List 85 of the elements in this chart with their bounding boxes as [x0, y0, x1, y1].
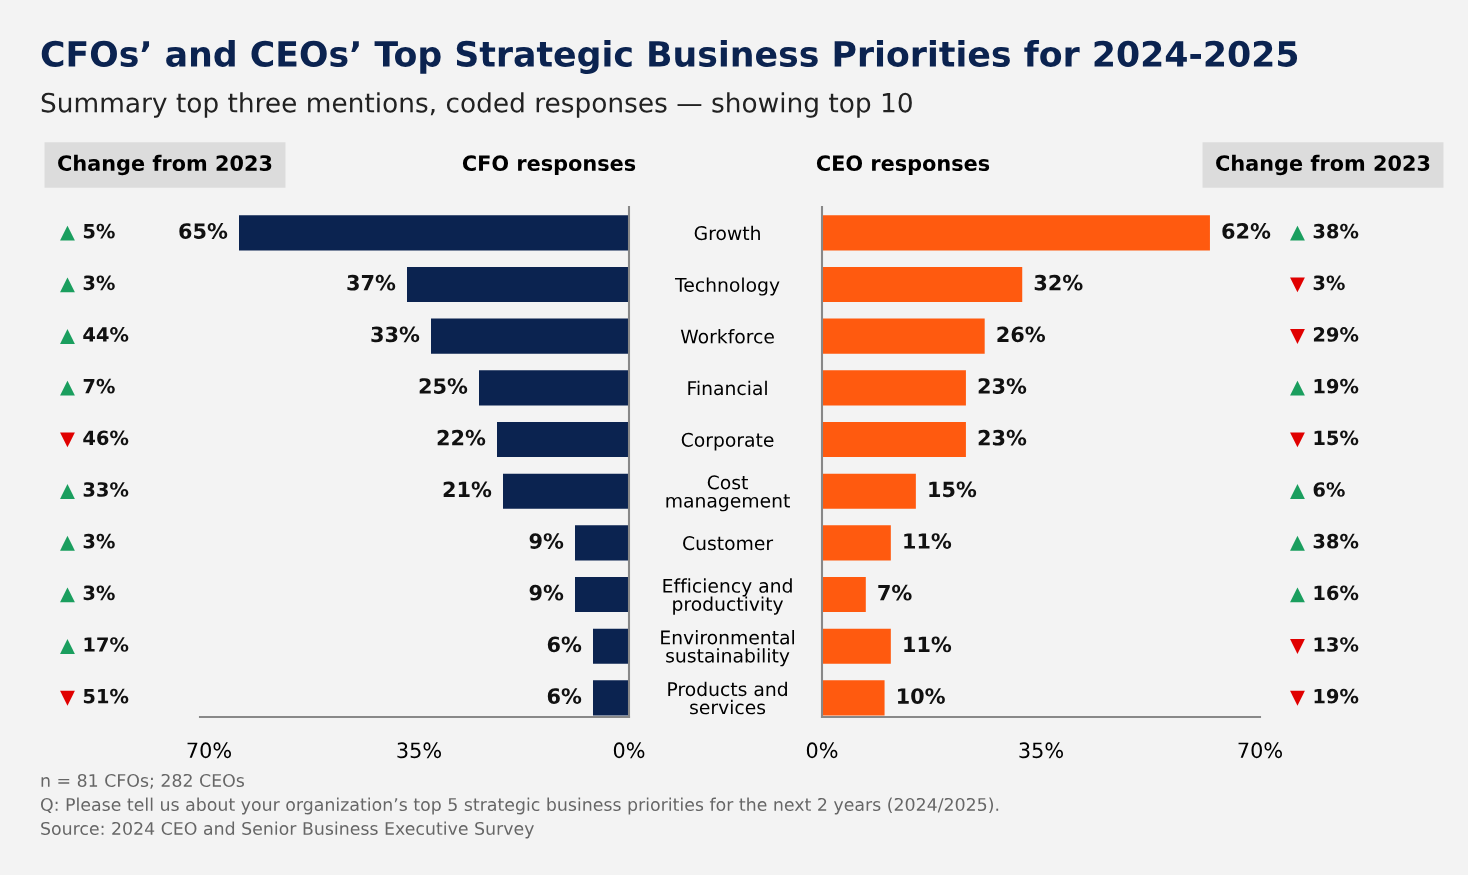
data-label: ▲ 33% [60, 482, 129, 499]
data-label: ▼ 15% [1290, 430, 1359, 448]
data-label: 15% [929, 481, 977, 498]
data-label: 65% [179, 223, 228, 239]
data-label: ▲ 16% [1290, 585, 1359, 603]
data-label: 9% [529, 584, 564, 601]
bar [407, 266, 629, 303]
x-tick-label: 70% [187, 742, 231, 759]
text: Summary top three mentions, coded responses — showing top 10 [41, 92, 912, 118]
x-tick-label: 0% [613, 742, 645, 759]
bar [431, 318, 629, 354]
data-label: 11% [904, 636, 952, 653]
data-label: 23% [978, 429, 1027, 446]
data-label: 37% [347, 274, 396, 291]
data-label: ▼ 51% [60, 688, 129, 706]
data-label: ▼ 19% [1290, 688, 1359, 706]
data-label: ▼ 29% [1290, 327, 1359, 344]
bar [822, 473, 916, 509]
data-label: ▼ 46% [60, 430, 129, 448]
data-label: 26% [997, 326, 1045, 343]
y-tick-label: Efficiency and productivity [663, 578, 792, 615]
data-label: ▲ 3% [60, 275, 115, 293]
data-label: 10% [898, 688, 945, 704]
chart-title: CFO responses [462, 155, 636, 176]
x-tick-label: 70% [1238, 742, 1282, 759]
data-label: ▼ 13% [1290, 637, 1359, 654]
source-note: Source: 2024 CEO and Senior Business Executive Survey [41, 821, 534, 839]
bar [479, 370, 629, 406]
bar [822, 318, 985, 354]
data-label: ▼ 3% [1290, 275, 1345, 293]
data-label: 23% [978, 378, 1027, 394]
data-label: ▲ 7% [60, 378, 115, 396]
y-tick-label: Customer [683, 536, 774, 551]
x-tick-label: 35% [397, 742, 441, 759]
text: Change from 2023 [58, 154, 272, 176]
data-label: ▲ 38% [1290, 223, 1359, 241]
data-label: ▲ 19% [1290, 378, 1359, 396]
data-label: 9% [529, 533, 564, 549]
data-label: ▲ 5% [60, 223, 115, 241]
y-tick-label: Environmental sustainability [661, 630, 794, 667]
bar [575, 525, 629, 561]
text: Q: Please tell us about your organization’s top 5 strategic business priorities for the next 2 years (2024/2025). [40, 797, 999, 815]
data-label: 22% [437, 429, 486, 446]
data-label: 62% [1222, 223, 1271, 239]
bar [503, 473, 629, 509]
bar [822, 576, 866, 613]
data-label: ▲ 3% [60, 533, 115, 551]
bar [822, 680, 885, 716]
bar [822, 525, 891, 561]
y-tick-label: Corporate [681, 432, 774, 451]
data-label: 25% [419, 378, 468, 394]
data-label: 32% [1034, 274, 1083, 291]
bar [575, 576, 629, 613]
bar [822, 421, 966, 458]
bar [497, 421, 629, 458]
data-label: ▲ 44% [60, 327, 129, 344]
x-tick-label: 0% [806, 742, 838, 759]
bar [822, 266, 1023, 303]
data-label: 21% [443, 481, 492, 498]
data-label: 6% [547, 688, 582, 704]
data-label: 7% [878, 584, 912, 601]
y-tick-label: Products and services [668, 681, 787, 715]
data-label: ▲ 38% [1290, 533, 1359, 551]
bar [822, 370, 966, 406]
data-label: ▲ 3% [60, 585, 115, 603]
data-label: ▲ 6% [1290, 482, 1345, 499]
y-tick-label: Technology [674, 277, 780, 296]
bar [822, 215, 1210, 251]
y-tick-label: Workforce [680, 329, 774, 344]
chart-title: CEO responses [816, 155, 990, 176]
data-label: 11% [904, 533, 952, 549]
text: CFOs’ and CEOs’ Top Strategic Business Priorities for 2024-2025 [41, 40, 1298, 74]
bar [593, 680, 629, 716]
x-tick-label: 35% [1019, 742, 1063, 759]
y-tick-label: Cost management [666, 475, 790, 512]
text: n = 81 CFOs; 282 CEOs [41, 773, 244, 789]
y-tick-label: Financial [688, 380, 767, 396]
data-label: 33% [371, 326, 420, 343]
bar [822, 628, 891, 664]
data-label: 6% [547, 636, 582, 653]
text: Change from 2023 [1216, 154, 1430, 176]
data-label: ▲ 17% [60, 637, 129, 654]
bar [239, 215, 629, 251]
y-tick-label: Growth [694, 225, 760, 241]
bar [593, 628, 629, 664]
